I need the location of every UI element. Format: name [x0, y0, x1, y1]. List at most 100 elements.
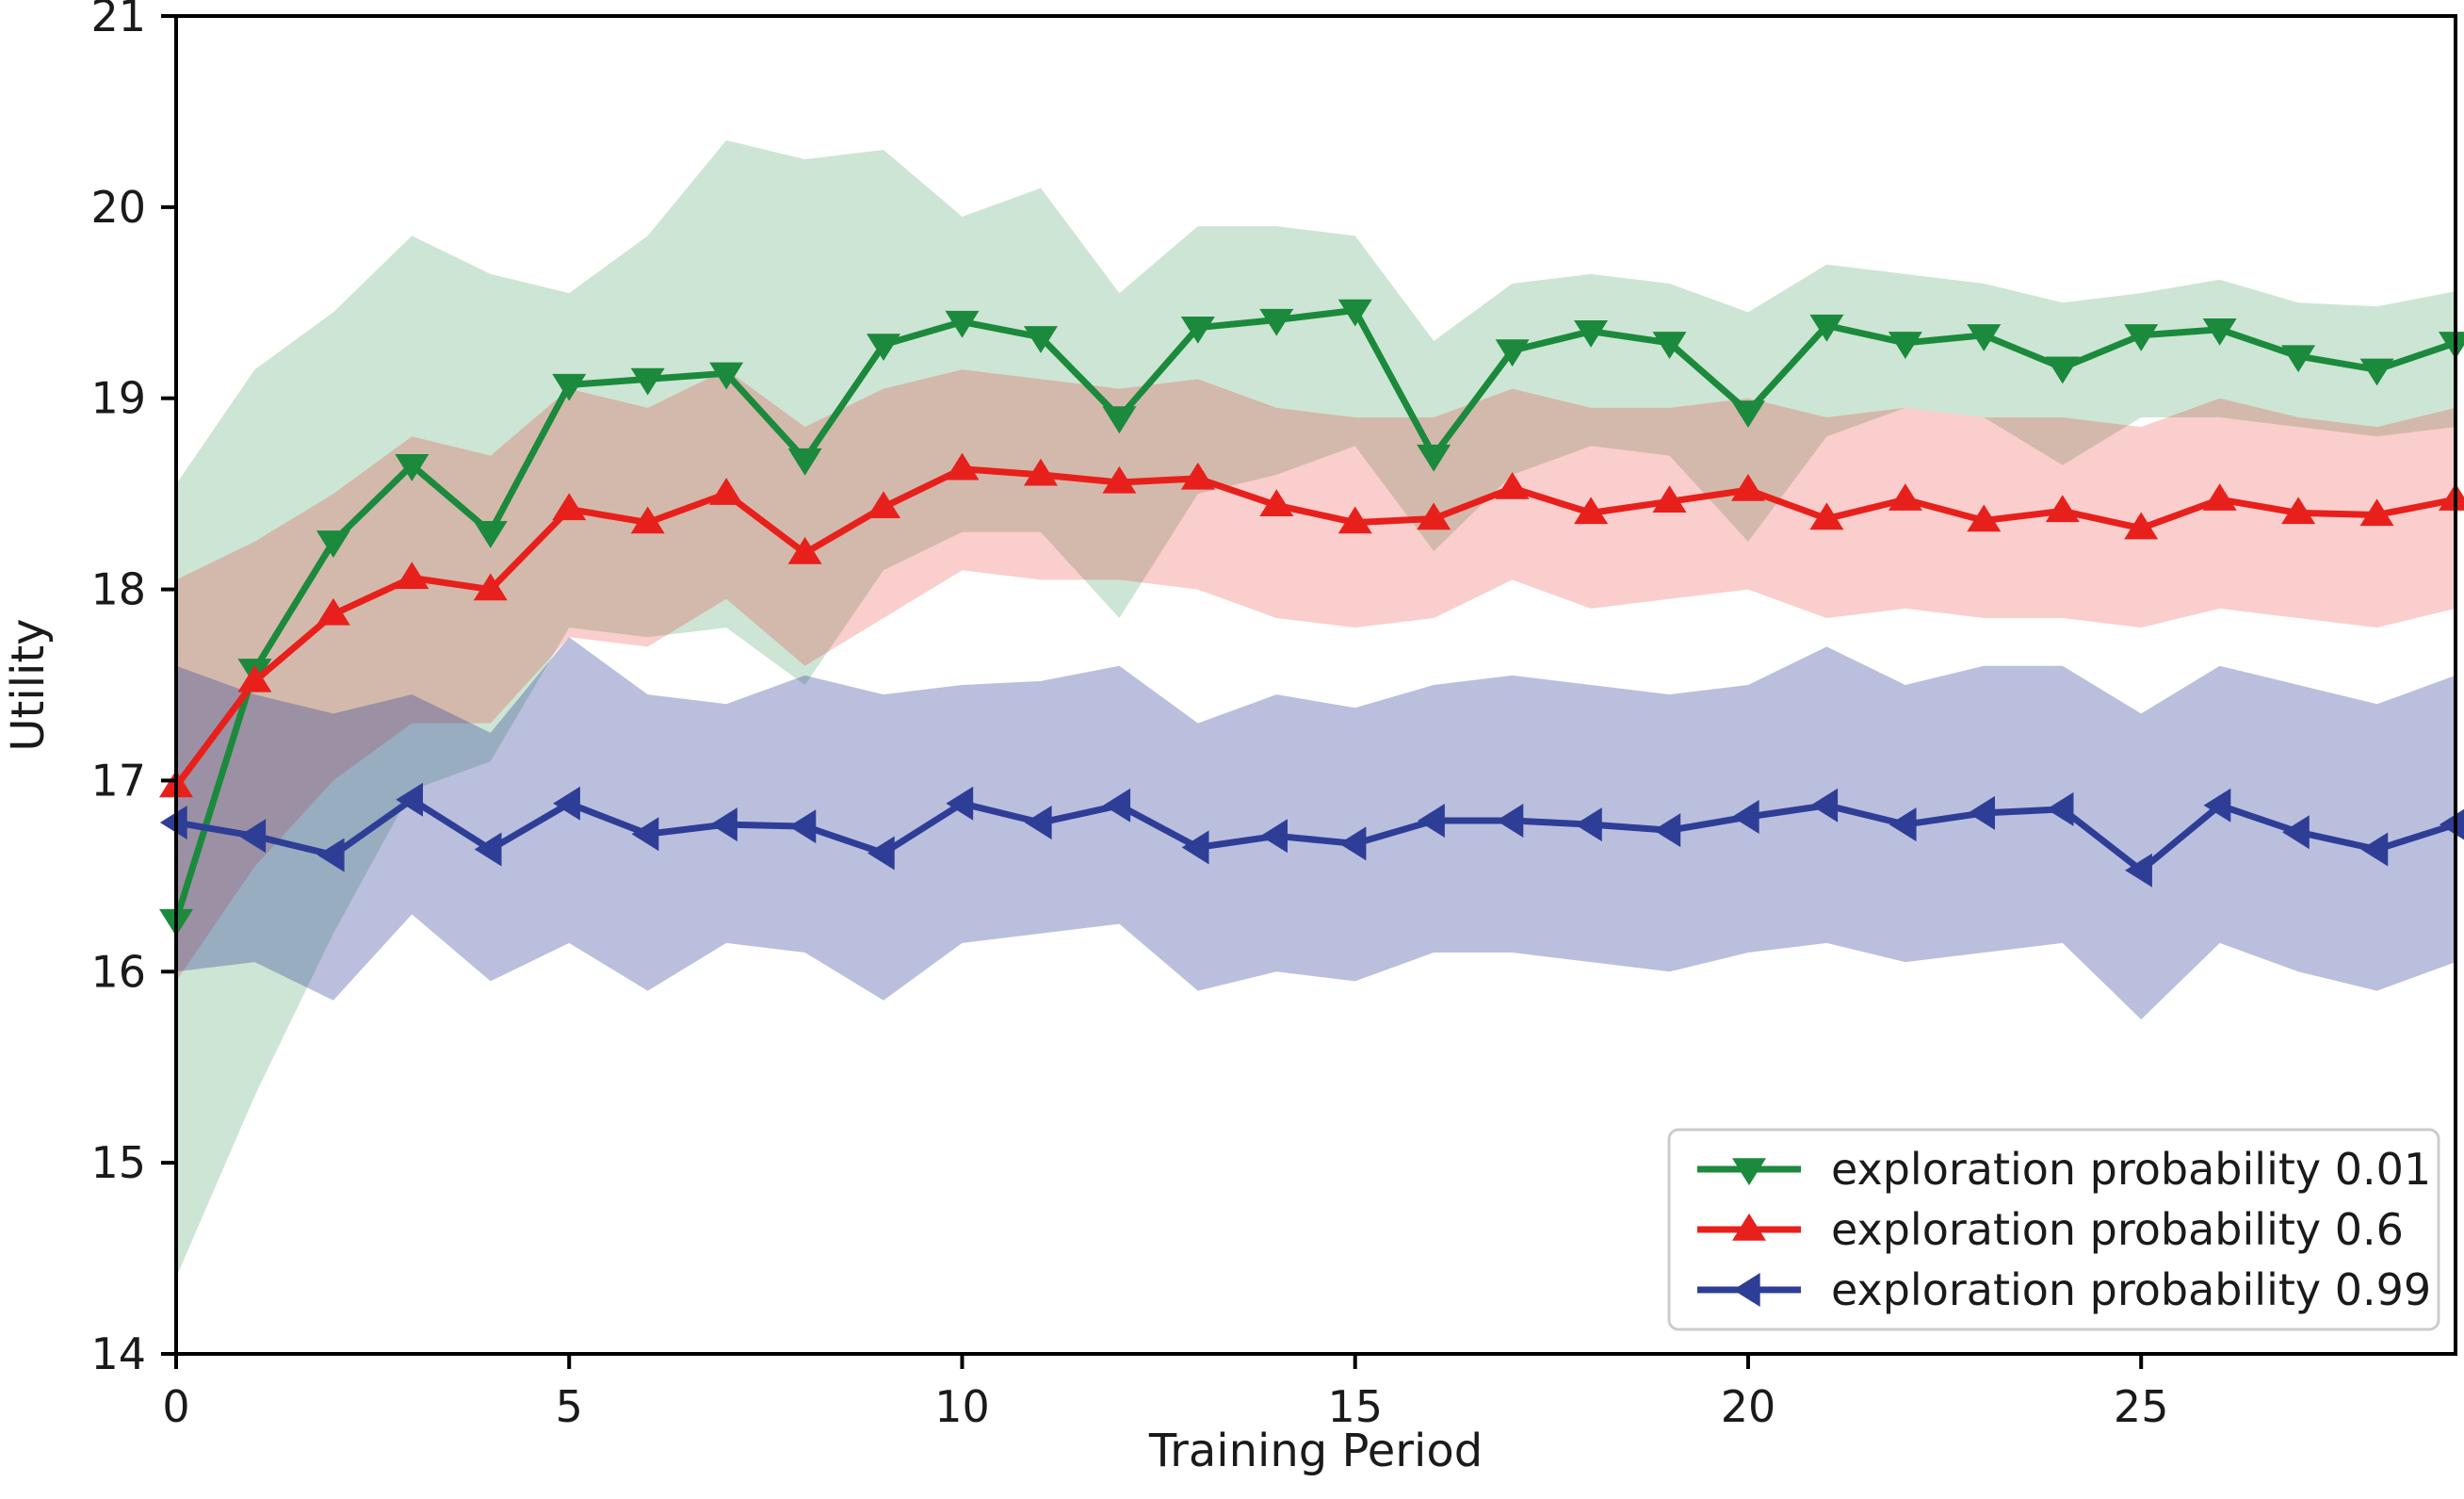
legend-item: exploration probability 0.01 [1697, 1144, 2431, 1195]
legend-label: exploration probability 0.99 [1831, 1264, 2431, 1315]
confidence-bands [176, 139, 2456, 1278]
marker-triangle-down-icon [1495, 339, 1530, 367]
marker-triangle-up-icon [787, 536, 822, 564]
marker-triangle-left-icon [1889, 807, 1917, 842]
marker-triangle-down-icon [316, 530, 350, 558]
marker-triangle-left-icon [1024, 806, 1052, 840]
marker-triangle-left-icon [316, 838, 345, 872]
y-axis: 14 15 16 17 18 19 20 21 [90, 0, 176, 1379]
marker-triangle-down-icon [2045, 356, 2080, 384]
x-tick-label: 5 [556, 1381, 583, 1432]
marker-triangle-up-icon [1023, 458, 1058, 486]
marker-triangle-down-icon [2281, 345, 2316, 373]
y-tick-label: 18 [90, 564, 146, 615]
marker-triangle-up-icon [2045, 495, 2080, 523]
marker-triangle-down-icon [552, 373, 587, 401]
marker-triangle-left-icon [1181, 830, 1209, 865]
legend: exploration probability 0.01 exploration … [1667, 1128, 2440, 1331]
marker-triangle-left-icon [2125, 853, 2152, 888]
marker-triangle-left-icon [1653, 813, 1681, 848]
marker-triangle-left-icon [238, 819, 267, 854]
y-axis-title: Utility [2, 618, 55, 751]
legend-item: exploration probability 0.99 [1697, 1264, 2431, 1315]
legend-label: exploration probability 0.01 [1831, 1144, 2431, 1195]
line-series-1 [172, 465, 2459, 790]
marker-triangle-up-icon [867, 491, 901, 519]
marker-triangle-left-icon [1731, 799, 1759, 834]
series-1 [159, 452, 2464, 798]
marker-triangle-up-icon [1730, 473, 1765, 501]
legend-box [1667, 1128, 2440, 1331]
marker-triangle-up-icon [709, 478, 744, 505]
marker-triangle-up-icon [1102, 465, 1137, 494]
marker-triangle-down-icon [867, 334, 901, 362]
y-tick-label: 20 [90, 182, 146, 233]
marker-triangle-up-icon [473, 573, 508, 601]
marker-triangle-left-icon [1810, 788, 1839, 823]
marker-triangle-up-icon [1259, 489, 1294, 517]
marker-triangle-left-icon [946, 786, 974, 821]
band-series-0 [176, 139, 2456, 1278]
marker-triangle-up-icon [630, 506, 665, 534]
axes: Training Period Utility [2, 14, 2457, 1477]
y-tick-label: 17 [90, 755, 146, 806]
series-2 [159, 782, 2464, 888]
marker-triangle-left-icon [710, 807, 738, 842]
marker-triangle-down-icon [1967, 324, 2002, 351]
x-tick-label: 20 [1721, 1381, 1776, 1432]
x-tick-label: 15 [1327, 1381, 1383, 1432]
marker-triangle-up-icon [1809, 502, 1844, 530]
marker-triangle-up-icon [2281, 497, 2316, 525]
marker-triangle-left-icon [2282, 815, 2310, 850]
marker-triangle-up-icon [1574, 497, 1609, 525]
marker-triangle-up-icon [2439, 483, 2464, 511]
marker-triangle-left-icon [1260, 819, 1288, 854]
marker-triangle-down-icon [945, 310, 980, 338]
marker-triangle-up-icon [2359, 498, 2394, 527]
y-tick-label: 14 [90, 1328, 146, 1379]
marker-triangle-down-icon [1102, 406, 1137, 434]
plot-border [174, 14, 2457, 1356]
line-series-2 [172, 796, 2459, 874]
marker-triangle-left-icon [788, 809, 817, 844]
marker-triangle-down-icon [2202, 318, 2237, 346]
marker-triangle-left-icon [2046, 791, 2074, 826]
marker-triangle-left-icon [2203, 788, 2231, 823]
marker-triangle-down-icon [2439, 332, 2464, 359]
marker-triangle-down-icon [1652, 332, 1687, 359]
marker-triangle-down-icon [2124, 324, 2159, 351]
marker-triangle-up-icon [1180, 462, 1215, 490]
marker-triangle-left-icon [474, 832, 502, 867]
marker-triangle-up-icon [1967, 504, 2002, 532]
legend-triangle-down-icon [1732, 1158, 1766, 1186]
marker-triangle-down-icon [1730, 400, 1765, 429]
marker-triangle-down-icon [1809, 314, 1844, 342]
marker-triangle-up-icon [2124, 512, 2159, 540]
marker-triangle-down-icon [1417, 444, 1451, 472]
band-series-2 [176, 637, 2456, 1019]
marker-triangle-left-icon [631, 817, 659, 852]
y-tick-label: 19 [90, 373, 146, 424]
marker-triangle-up-icon [945, 452, 980, 481]
marker-triangle-left-icon [396, 782, 424, 817]
marker-triangle-down-icon [2359, 358, 2394, 386]
y-tick-label: 16 [90, 946, 146, 997]
x-axis: 0 5 10 15 20 25 [162, 1354, 2168, 1432]
marker-triangle-left-icon [1418, 804, 1445, 839]
marker-triangle-left-icon [2439, 808, 2464, 840]
y-tick-label: 21 [90, 0, 146, 41]
legend-label: exploration probability 0.6 [1831, 1204, 2404, 1255]
marker-triangle-left-icon [867, 836, 895, 871]
marker-triangle-left-icon [1103, 788, 1131, 823]
x-tick-label: 0 [162, 1381, 189, 1432]
marker-triangle-left-icon [553, 786, 580, 821]
legend-item: exploration probability 0.6 [1697, 1204, 2404, 1255]
marker-triangle-down-icon [630, 367, 665, 396]
marker-triangle-down-icon [473, 521, 508, 548]
marker-triangle-left-icon [159, 806, 187, 840]
x-tick-label: 25 [2114, 1381, 2169, 1432]
marker-triangle-up-icon [552, 493, 587, 521]
marker-triangle-down-icon [1259, 308, 1294, 336]
y-tick-label: 15 [90, 1137, 146, 1188]
marker-triangle-up-icon [1495, 471, 1530, 499]
